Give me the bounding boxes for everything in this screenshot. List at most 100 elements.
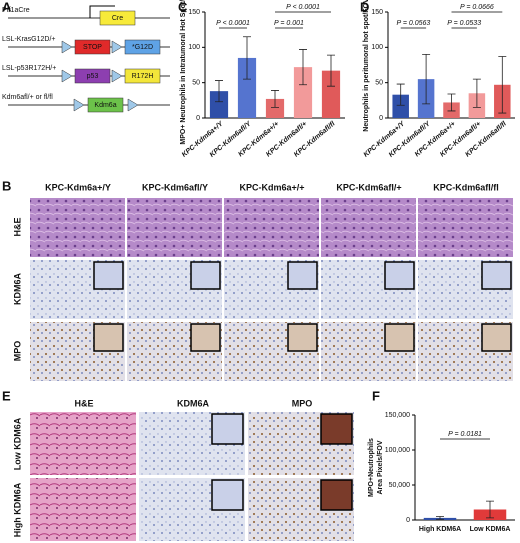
panel-letter: C: [178, 0, 188, 14]
p-value: P = 0.001: [274, 20, 304, 27]
allele-box-label: Cre: [112, 15, 123, 22]
y-tick-label: 0: [196, 115, 200, 122]
allele-label: Ptf1aCre: [2, 7, 30, 14]
bar: [321, 70, 341, 118]
allele-box: [74, 39, 111, 55]
y-tick-label: 100: [371, 44, 383, 51]
y-axis-label-line: Area Pixels/FOV: [377, 440, 384, 494]
column-header: KPC-Kdm6afl/Y: [142, 182, 208, 192]
inset: [481, 261, 512, 290]
error-bar: [422, 54, 431, 105]
micrograph: [127, 198, 222, 257]
loxp: [61, 69, 73, 83]
p-value: P < 0.0001: [216, 20, 250, 27]
bar: [237, 57, 257, 118]
micrograph: [30, 478, 136, 541]
y-tick-label: 150: [188, 9, 200, 16]
row-label: KDM6A: [12, 273, 22, 306]
inset: [190, 323, 221, 352]
error-bar: [472, 78, 481, 108]
allele-box: [124, 39, 161, 55]
column-header: KPC-Kdm6a+/Y: [45, 182, 111, 192]
allele-box-label: p53: [87, 73, 99, 80]
inset: [320, 479, 353, 511]
y-tick-label: 150,000: [385, 412, 410, 419]
x-tick-label: High KDM6A: [419, 526, 461, 533]
allele-box-label: STOP: [83, 44, 102, 51]
error-bar: [327, 54, 335, 87]
micrograph: [321, 198, 416, 257]
allele-label: LSL-KrasG12D/+: [2, 36, 56, 43]
allele-box-label: R172H: [132, 73, 154, 80]
row-label: MPO: [12, 341, 22, 362]
column-header: KPC-Kdm6afl/+: [336, 182, 401, 192]
loxp: [73, 98, 85, 112]
y-tick-label: 100,000: [385, 447, 410, 454]
inset: [93, 261, 124, 290]
p-value: P = 0.0666: [460, 4, 494, 11]
y-axis-label: Neutrophils in peritumoral hot spot/FOV: [363, 0, 370, 132]
bar: [265, 98, 285, 118]
error-bar: [299, 49, 307, 86]
error-bar: [498, 56, 507, 114]
panel-letter: E: [2, 388, 11, 403]
error-bar: [447, 93, 456, 112]
micrograph: [224, 198, 319, 257]
y-tick-label: 100: [188, 44, 200, 51]
panel-letter: A: [2, 0, 12, 14]
p-value: P = 0.0181: [448, 431, 482, 438]
loxp: [111, 69, 123, 83]
inset: [320, 413, 353, 445]
y-axis-label-line: MPO+Neutrophils: [368, 438, 375, 497]
error-bar: [486, 500, 494, 519]
y-tick-label: 0: [379, 115, 383, 122]
y-axis-label: MPO+ Neutrophils in Intratumoral Hot Spo…: [180, 0, 187, 145]
column-header: MPO: [292, 398, 313, 408]
allele-label: LSL-p53R172H/+: [2, 65, 56, 72]
p-value: P < 0.0001: [286, 4, 320, 11]
error-bar: [243, 36, 251, 80]
allele-label: Kdm6afl/+ or fl/fl: [2, 94, 53, 101]
y-tick-label: 0: [406, 517, 410, 524]
bar: [392, 94, 409, 118]
inset: [287, 261, 318, 290]
inset: [384, 261, 415, 290]
y-axis-label: MPO+Neutrophils Area Pixels/FOV: [368, 438, 384, 497]
allele-box: [99, 10, 136, 26]
row-label: Low KDM6A: [12, 417, 22, 470]
error-bar: [436, 516, 444, 520]
p-value: P = 0.0533: [447, 20, 481, 27]
bar: [209, 91, 229, 118]
error-bar: [215, 80, 223, 103]
bar: [293, 67, 313, 118]
y-tick-label: 150: [371, 9, 383, 16]
inset: [481, 323, 512, 352]
panel-letter: F: [372, 388, 380, 403]
allele-box-label: *G12D: [132, 44, 153, 51]
loxp: [61, 40, 73, 54]
column-header: KDM6A: [177, 398, 210, 408]
allele-box: [74, 68, 111, 84]
p-value: P = 0.0563: [397, 20, 431, 27]
panel-letter: B: [2, 178, 11, 193]
column-header: KPC-Kdm6afl/fl: [433, 182, 499, 192]
panel-letter: D: [360, 0, 369, 14]
row-label: H&E: [12, 217, 22, 236]
allele-box: [87, 97, 124, 113]
inset: [384, 323, 415, 352]
allele-box-label: Kdm6a: [94, 102, 116, 109]
y-tick-label: 50: [375, 80, 383, 87]
y-tick-label: 50: [192, 80, 200, 87]
loxp: [127, 98, 139, 112]
micrograph: [30, 412, 136, 475]
inset: [190, 261, 221, 290]
row-label: High KDM6A: [12, 482, 22, 537]
column-header: KPC-Kdm6a+/+: [239, 182, 304, 192]
loxp: [111, 40, 123, 54]
column-header: H&E: [74, 398, 93, 408]
inset: [211, 479, 244, 511]
x-tick-label: Low KDM6A: [470, 526, 511, 533]
inset: [287, 323, 318, 352]
error-bar: [271, 90, 279, 108]
